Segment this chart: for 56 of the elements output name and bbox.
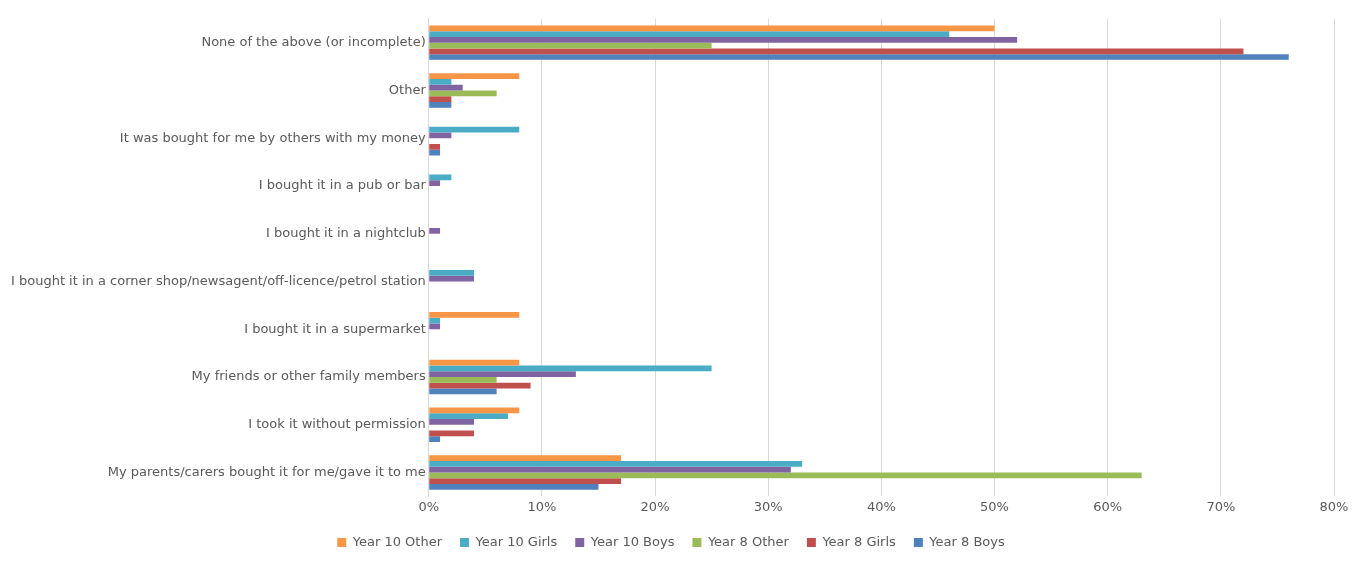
bar bbox=[429, 413, 508, 420]
x-tick-label: 10% bbox=[527, 498, 557, 514]
y-tick-label: My friends or other family members bbox=[191, 368, 426, 384]
y-tick-label: I bought it in a corner shop/newsagent/off-licence/petrol station bbox=[10, 272, 426, 288]
y-tick-label: I bought it in a nightclub bbox=[265, 225, 426, 241]
bar bbox=[429, 478, 622, 484]
bar bbox=[429, 227, 441, 234]
bar bbox=[429, 436, 441, 442]
bar bbox=[429, 377, 497, 383]
bar bbox=[429, 270, 474, 276]
bar bbox=[429, 36, 1018, 43]
y-tick-label: I bought it in a supermarket bbox=[244, 320, 426, 336]
x-tick-label: 30% bbox=[753, 498, 783, 514]
legend-label: Year 8 Other bbox=[706, 533, 790, 549]
bar bbox=[429, 180, 441, 186]
y-tick-label: I bought it in a pub or bar bbox=[258, 177, 427, 193]
y-tick-label: My parents/carers bought it for me/gave it to me bbox=[107, 463, 426, 479]
bar bbox=[429, 455, 622, 462]
bar bbox=[429, 96, 452, 102]
x-tick-label: 40% bbox=[866, 498, 896, 514]
bar bbox=[429, 466, 791, 473]
bar bbox=[429, 143, 441, 150]
bar bbox=[429, 312, 520, 318]
bar bbox=[429, 174, 452, 181]
bar bbox=[429, 419, 474, 425]
legend-label: Year 10 Other bbox=[351, 533, 443, 549]
bar bbox=[429, 78, 452, 85]
bar bbox=[429, 359, 520, 366]
bar bbox=[429, 132, 452, 139]
bar bbox=[429, 317, 441, 324]
bar bbox=[429, 54, 1289, 60]
x-tick-label: 80% bbox=[1319, 498, 1349, 514]
bar bbox=[429, 483, 599, 490]
bar bbox=[429, 31, 950, 37]
x-tick-label: 50% bbox=[980, 498, 1009, 514]
y-tick-label: I took it without permission bbox=[248, 416, 426, 432]
bar bbox=[429, 461, 803, 467]
bar bbox=[429, 90, 497, 97]
x-tick-label: 60% bbox=[1093, 498, 1123, 514]
bar bbox=[429, 101, 452, 108]
legend-label: Year 10 Boys bbox=[589, 533, 675, 549]
bar bbox=[429, 73, 520, 79]
y-tick-label: Other bbox=[388, 81, 427, 97]
bar bbox=[429, 48, 1244, 55]
x-tick-label: 0% bbox=[418, 498, 440, 514]
legend-label: Year 10 Girls bbox=[474, 533, 558, 549]
x-tick-label: 70% bbox=[1206, 498, 1236, 514]
x-tick-label: 20% bbox=[640, 498, 670, 514]
legend-label: Year 8 Girls bbox=[821, 533, 897, 549]
y-tick-label: It was bought for me by others with my money bbox=[119, 129, 427, 145]
bar bbox=[429, 25, 995, 32]
y-tick-label: None of the above (or incomplete) bbox=[201, 34, 426, 50]
legend-label: Year 8 Boys bbox=[928, 533, 1005, 549]
bar bbox=[429, 430, 474, 437]
bar bbox=[429, 371, 576, 377]
bar bbox=[429, 388, 497, 395]
